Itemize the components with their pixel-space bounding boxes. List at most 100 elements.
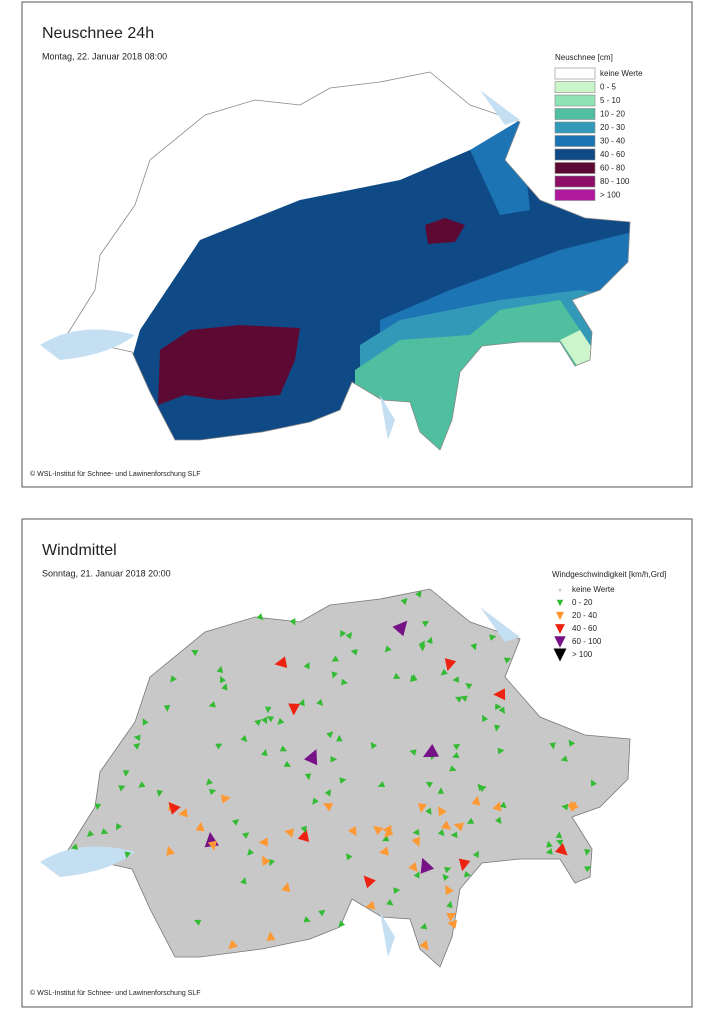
legend-title: Neuschnee [cm] [555,53,613,62]
wind-arrow [118,785,126,792]
wind-arrow [458,858,471,872]
wind-arrow [447,919,458,929]
wind-arrow [386,898,394,906]
wind-arrow [256,613,264,621]
wind-arrow [178,808,189,818]
wind-arrow [261,855,271,866]
legend-swatch [554,94,596,107]
wind-arrow [303,916,311,923]
legend-symbol [558,588,562,592]
wind-arrow [450,831,458,839]
legend-label: 40 - 60 [600,150,625,159]
wind-arrow [345,631,353,640]
wind-arrow [228,939,239,950]
wind-arrow [378,846,389,856]
credit: © WSL-Institut für Schnee- und Lawinenfo… [30,989,201,997]
wind-arrow [326,731,334,739]
legend-symbol [555,611,565,621]
wind-arrow [303,661,310,670]
wind-arrow [426,636,433,645]
wind-arrow [336,734,343,742]
wind-panel: Windmittel Sonntag, 21. Januar 2018 20:0… [21,518,693,1008]
wind-arrow [191,649,199,656]
wind-arrow [163,705,171,712]
wind-arrow [365,900,376,910]
wind-arrow [345,853,353,861]
wind-arrow [465,682,473,690]
legend-label: 80 - 100 [600,177,630,186]
wind-arrow [560,755,568,762]
legend-label: 40 - 60 [572,624,597,633]
wind-arrow [443,867,452,874]
wind-arrow [258,837,268,847]
wind-arrow [300,825,307,834]
legend-label: keine Werte [600,69,643,78]
wind-arrow [446,913,457,922]
legend-swatch [554,121,596,134]
legend-swatch [554,67,596,80]
wind-arrow [419,923,428,930]
wind-arrow [166,845,175,856]
wind-arrow [94,803,102,811]
wind-arrow [425,807,432,815]
legend-label: 0 - 5 [600,83,617,92]
legend-label: > 100 [572,650,593,659]
wind-arrow [266,931,276,941]
wind-arrow [170,675,177,683]
legend-label: 10 - 20 [600,110,625,119]
credit: © WSL-Institut für Schnee- und Lawinenfo… [30,470,201,478]
wind-arrow [419,940,429,951]
wind-arrow [479,785,487,792]
wind-arrow [370,741,378,750]
wind-arrow [393,672,401,679]
wind-arrow [340,630,347,638]
wind-arrow [274,656,288,668]
wind-arrow [168,801,181,815]
wind-arrow [489,634,497,641]
wind-arrow [412,828,420,836]
legend-swatch [554,148,596,161]
legend-swatch [554,189,596,201]
legend-swatch [554,162,596,174]
wind-arrow [440,668,448,676]
wind-arrow [339,777,347,784]
wind-arrow [347,826,357,837]
wind-arrows [70,590,597,951]
wind-arrow [545,848,553,855]
wind-arrow [312,797,319,805]
wind-arrow [122,770,130,777]
wind-arrow [392,620,408,637]
wind-arrow [330,756,338,763]
wind-arrow [425,781,434,788]
wind-arrow [242,832,250,839]
wind-arrow [568,739,576,747]
wind-arrow [281,882,291,893]
legend: keine Werte 0 - 5 5 - 10 10 - 20 20 - 30 30 -… [554,67,643,201]
wind-arrow [156,789,164,797]
wind-arrow [421,620,430,628]
legend-label: 60 - 80 [600,164,625,173]
wind-arrow [411,836,421,847]
wind-arrow [297,829,310,842]
wind-arrow [115,822,123,831]
wind-arrow [460,695,468,702]
wind-arrow [384,827,394,838]
wind-arrow [497,747,505,755]
legend-symbol [556,599,564,607]
wind-arrow [449,765,457,772]
wind-arrow [503,657,512,664]
wind-arrow [498,706,505,714]
wind-arrow [420,857,435,874]
wind-arrow [133,734,141,742]
legend: keine Werte 0 - 20 20 - 40 40 - 60 60 - 100 >… [553,585,615,662]
wind-arrow [452,743,461,751]
wind-arrow [373,825,384,836]
wind-arrow [100,828,109,835]
wind-arrow [216,665,224,674]
wind-arrow [266,716,275,723]
panel-title: Windmittel [42,542,117,559]
legend-swatch [554,108,596,120]
wind-arrow [444,658,457,672]
wind-arrow [261,749,268,757]
